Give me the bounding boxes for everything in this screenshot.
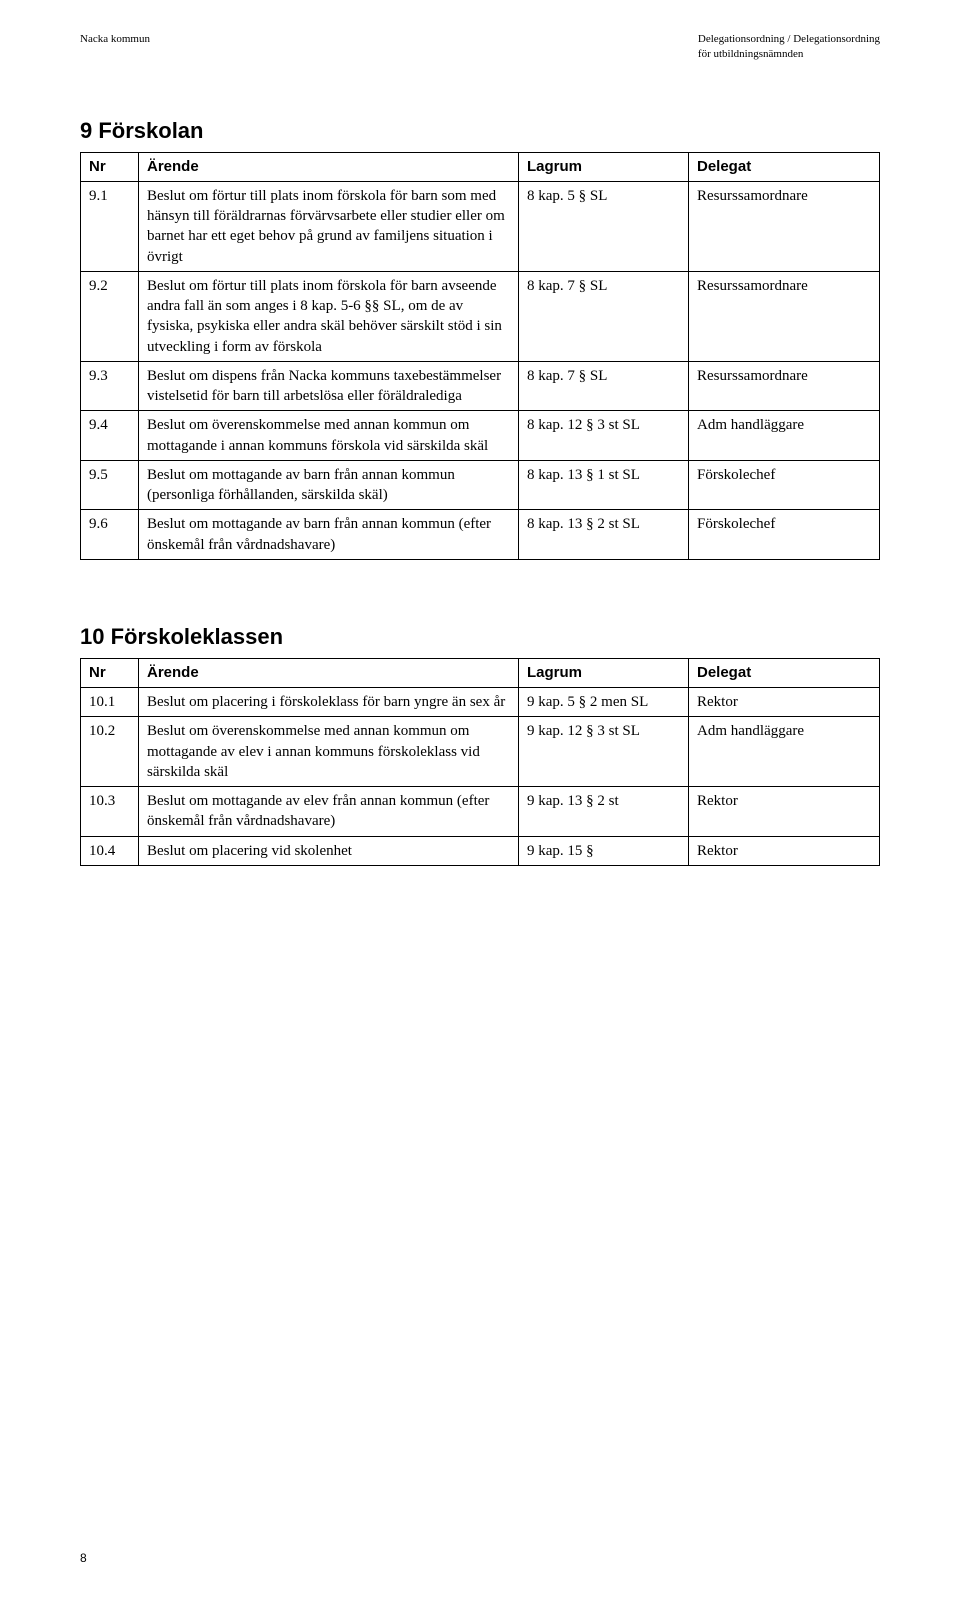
col-delegat-header: Delegat xyxy=(689,658,880,687)
cell-delegat: Resurssamordnare xyxy=(689,271,880,361)
cell-lagrum: 8 kap. 13 § 1 st SL xyxy=(519,460,689,510)
cell-nr: 9.6 xyxy=(81,510,139,560)
table-row: 10.3 Beslut om mottagande av elev från a… xyxy=(81,787,880,837)
cell-delegat: Rektor xyxy=(689,836,880,865)
cell-arende: Beslut om mottagande av barn från annan … xyxy=(139,460,519,510)
cell-delegat: Rektor xyxy=(689,688,880,717)
cell-nr: 9.3 xyxy=(81,361,139,411)
col-arende-header: Ärende xyxy=(139,658,519,687)
col-nr-header: Nr xyxy=(81,152,139,181)
cell-lagrum: 9 kap. 12 § 3 st SL xyxy=(519,717,689,787)
col-delegat-header: Delegat xyxy=(689,152,880,181)
col-lagrum-header: Lagrum xyxy=(519,658,689,687)
page-header: Nacka kommun Delegationsordning / Delega… xyxy=(80,32,880,62)
cell-lagrum: 9 kap. 15 § xyxy=(519,836,689,865)
col-nr-header: Nr xyxy=(81,658,139,687)
header-right-line1: Delegationsordning / Delegationsordning xyxy=(698,32,880,47)
cell-lagrum: 8 kap. 5 § SL xyxy=(519,181,689,271)
cell-nr: 10.4 xyxy=(81,836,139,865)
section-spacer xyxy=(80,560,880,624)
cell-nr: 9.4 xyxy=(81,411,139,461)
section-10-table: Nr Ärende Lagrum Delegat 10.1 Beslut om … xyxy=(80,658,880,866)
page: Nacka kommun Delegationsordning / Delega… xyxy=(0,0,960,1599)
cell-lagrum: 8 kap. 13 § 2 st SL xyxy=(519,510,689,560)
cell-delegat: Rektor xyxy=(689,787,880,837)
table-header-row: Nr Ärende Lagrum Delegat xyxy=(81,658,880,687)
cell-delegat: Resurssamordnare xyxy=(689,181,880,271)
cell-nr: 9.5 xyxy=(81,460,139,510)
table-row: 9.3 Beslut om dispens från Nacka kommuns… xyxy=(81,361,880,411)
cell-delegat: Adm handläggare xyxy=(689,717,880,787)
cell-lagrum: 9 kap. 13 § 2 st xyxy=(519,787,689,837)
cell-arende: Beslut om förtur till plats inom förskol… xyxy=(139,271,519,361)
col-arende-header: Ärende xyxy=(139,152,519,181)
table-row: 9.4 Beslut om överenskommelse med annan … xyxy=(81,411,880,461)
table-row: 10.1 Beslut om placering i förskoleklass… xyxy=(81,688,880,717)
cell-nr: 9.1 xyxy=(81,181,139,271)
section-10-title: 10 Förskoleklassen xyxy=(80,624,880,650)
cell-nr: 10.1 xyxy=(81,688,139,717)
cell-arende: Beslut om överenskommelse med annan komm… xyxy=(139,411,519,461)
cell-delegat: Förskolechef xyxy=(689,510,880,560)
cell-lagrum: 8 kap. 7 § SL xyxy=(519,271,689,361)
table-header-row: Nr Ärende Lagrum Delegat xyxy=(81,152,880,181)
table-row: 9.6 Beslut om mottagande av barn från an… xyxy=(81,510,880,560)
cell-arende: Beslut om placering i förskoleklass för … xyxy=(139,688,519,717)
cell-nr: 10.3 xyxy=(81,787,139,837)
section-9-title: 9 Förskolan xyxy=(80,118,880,144)
cell-nr: 10.2 xyxy=(81,717,139,787)
page-number: 8 xyxy=(80,1551,87,1565)
cell-arende: Beslut om överenskommelse med annan komm… xyxy=(139,717,519,787)
table-row: 10.4 Beslut om placering vid skolenhet 9… xyxy=(81,836,880,865)
cell-nr: 9.2 xyxy=(81,271,139,361)
col-lagrum-header: Lagrum xyxy=(519,152,689,181)
cell-delegat: Resurssamordnare xyxy=(689,361,880,411)
header-right-line2: för utbildningsnämnden xyxy=(698,47,880,62)
cell-lagrum: 8 kap. 12 § 3 st SL xyxy=(519,411,689,461)
table-row: 9.1 Beslut om förtur till plats inom för… xyxy=(81,181,880,271)
header-left: Nacka kommun xyxy=(80,32,150,62)
cell-arende: Beslut om mottagande av elev från annan … xyxy=(139,787,519,837)
cell-arende: Beslut om mottagande av barn från annan … xyxy=(139,510,519,560)
cell-arende: Beslut om dispens från Nacka kommuns tax… xyxy=(139,361,519,411)
cell-delegat: Förskolechef xyxy=(689,460,880,510)
cell-lagrum: 9 kap. 5 § 2 men SL xyxy=(519,688,689,717)
cell-lagrum: 8 kap. 7 § SL xyxy=(519,361,689,411)
cell-delegat: Adm handläggare xyxy=(689,411,880,461)
cell-arende: Beslut om placering vid skolenhet xyxy=(139,836,519,865)
header-right: Delegationsordning / Delegationsordning … xyxy=(698,32,880,62)
cell-arende: Beslut om förtur till plats inom förskol… xyxy=(139,181,519,271)
table-row: 10.2 Beslut om överenskommelse med annan… xyxy=(81,717,880,787)
section-9-table: Nr Ärende Lagrum Delegat 9.1 Beslut om f… xyxy=(80,152,880,560)
table-row: 9.5 Beslut om mottagande av barn från an… xyxy=(81,460,880,510)
table-row: 9.2 Beslut om förtur till plats inom för… xyxy=(81,271,880,361)
